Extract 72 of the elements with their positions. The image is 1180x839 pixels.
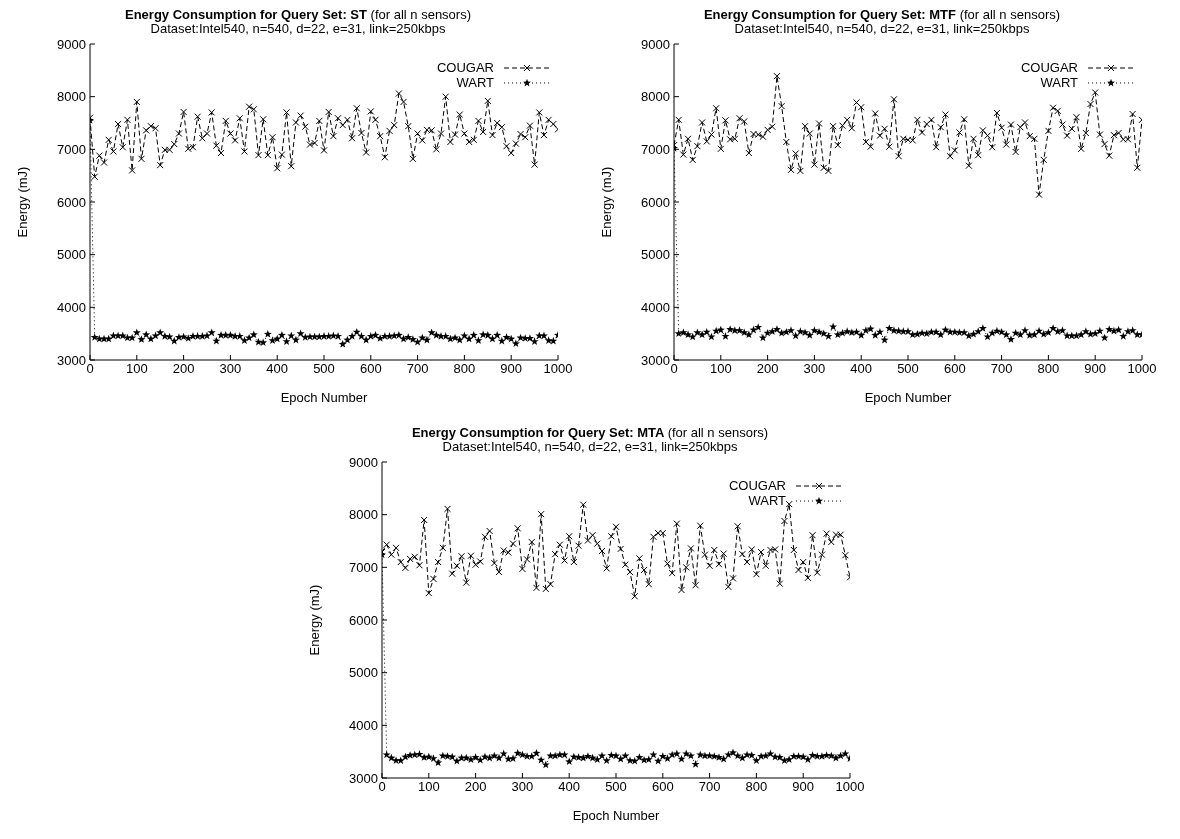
y-tick-label: 5000 [57, 247, 86, 263]
x-tick-label: 0 [670, 361, 678, 377]
y-tick-label: 4000 [57, 299, 86, 315]
x-tick-label: 100 [125, 361, 148, 377]
x-axis-title: Epoch Number [572, 808, 661, 823]
x-tick-label: 1000 [1127, 361, 1157, 377]
x-tick-label: 600 [359, 361, 382, 377]
y-tick-label: 4000 [641, 299, 670, 315]
x-tick-label: 800 [1037, 361, 1060, 377]
chart-subtitle: Dataset:Intel540, n=540, d=22, e=31, link=250kbps [150, 21, 446, 36]
y-tick-label: 7000 [641, 141, 670, 157]
legend-label: COUGAR [436, 60, 494, 75]
x-tick-label: 600 [651, 779, 674, 795]
legend-label: WART [456, 75, 494, 90]
y-tick-label: 3000 [57, 352, 86, 368]
x-tick-label: 100 [417, 779, 440, 795]
y-tick-label: 9000 [57, 36, 86, 52]
x-tick-label: 600 [943, 361, 966, 377]
legend-label: WART [1040, 75, 1078, 90]
y-tick-label: 9000 [349, 454, 378, 470]
x-tick-label: 400 [850, 361, 873, 377]
x-tick-label: 400 [558, 779, 581, 795]
x-tick-label: 1000 [835, 779, 865, 795]
y-axis-title: Energy (mJ) [598, 166, 614, 238]
x-tick-label: 900 [1084, 361, 1107, 377]
x-tick-label: 200 [464, 779, 487, 795]
x-axis-title: Epoch Number [864, 390, 953, 405]
x-tick-label: 300 [511, 779, 534, 795]
x-tick-label: 200 [172, 361, 195, 377]
y-tick-label: 3000 [349, 770, 378, 786]
chart-subtitle: Dataset:Intel540, n=540, d=22, e=31, link=250kbps [734, 21, 1030, 36]
x-tick-label: 700 [406, 361, 429, 377]
x-tick-label: 900 [500, 361, 523, 377]
x-tick-label: 400 [266, 361, 289, 377]
y-axis-title: Energy (mJ) [14, 166, 30, 238]
x-tick-label: 0 [378, 779, 386, 795]
y-tick-label: 6000 [349, 612, 378, 628]
x-axis-title: Epoch Number [280, 390, 369, 405]
y-tick-label: 7000 [57, 141, 86, 157]
x-tick-label: 500 [313, 361, 335, 377]
y-tick-label: 8000 [57, 89, 86, 105]
y-tick-label: 7000 [349, 559, 378, 575]
x-tick-label: 800 [453, 361, 476, 377]
x-tick-label: 0 [86, 361, 94, 377]
x-tick-label: 500 [605, 779, 627, 795]
y-axis-title: Energy (mJ) [306, 584, 322, 656]
chart-title: Energy Consumption for Query Set: MTF (for all n sensors) [703, 7, 1061, 22]
y-tick-label: 6000 [641, 194, 670, 210]
x-tick-label: 300 [219, 361, 242, 377]
y-tick-label: 9000 [641, 36, 670, 52]
x-tick-label: 500 [897, 361, 919, 377]
y-tick-label: 5000 [349, 665, 378, 681]
chart-title: Energy Consumption for Query Set: ST (for all n sensors) [125, 7, 471, 22]
x-tick-label: 800 [745, 779, 768, 795]
y-tick-label: 8000 [641, 89, 670, 105]
x-tick-label: 700 [698, 779, 721, 795]
y-tick-label: 6000 [57, 194, 86, 210]
chart-subtitle: Dataset:Intel540, n=540, d=22, e=31, link=250kbps [442, 439, 738, 454]
y-tick-label: 5000 [641, 247, 670, 263]
x-tick-label: 100 [709, 361, 732, 377]
x-tick-label: 300 [803, 361, 826, 377]
y-tick-label: 3000 [641, 352, 670, 368]
legend-label: COUGAR [728, 478, 786, 493]
x-tick-label: 200 [756, 361, 779, 377]
y-tick-label: 8000 [349, 507, 378, 523]
x-tick-label: 700 [990, 361, 1013, 377]
legend-label: COUGAR [1020, 60, 1078, 75]
legend-label: WART [748, 493, 786, 508]
chart-title: Energy Consumption for Query Set: MTA (for all n sensors) [411, 425, 769, 440]
x-tick-label: 1000 [543, 361, 573, 377]
y-tick-label: 4000 [349, 717, 378, 733]
x-tick-label: 900 [792, 779, 815, 795]
